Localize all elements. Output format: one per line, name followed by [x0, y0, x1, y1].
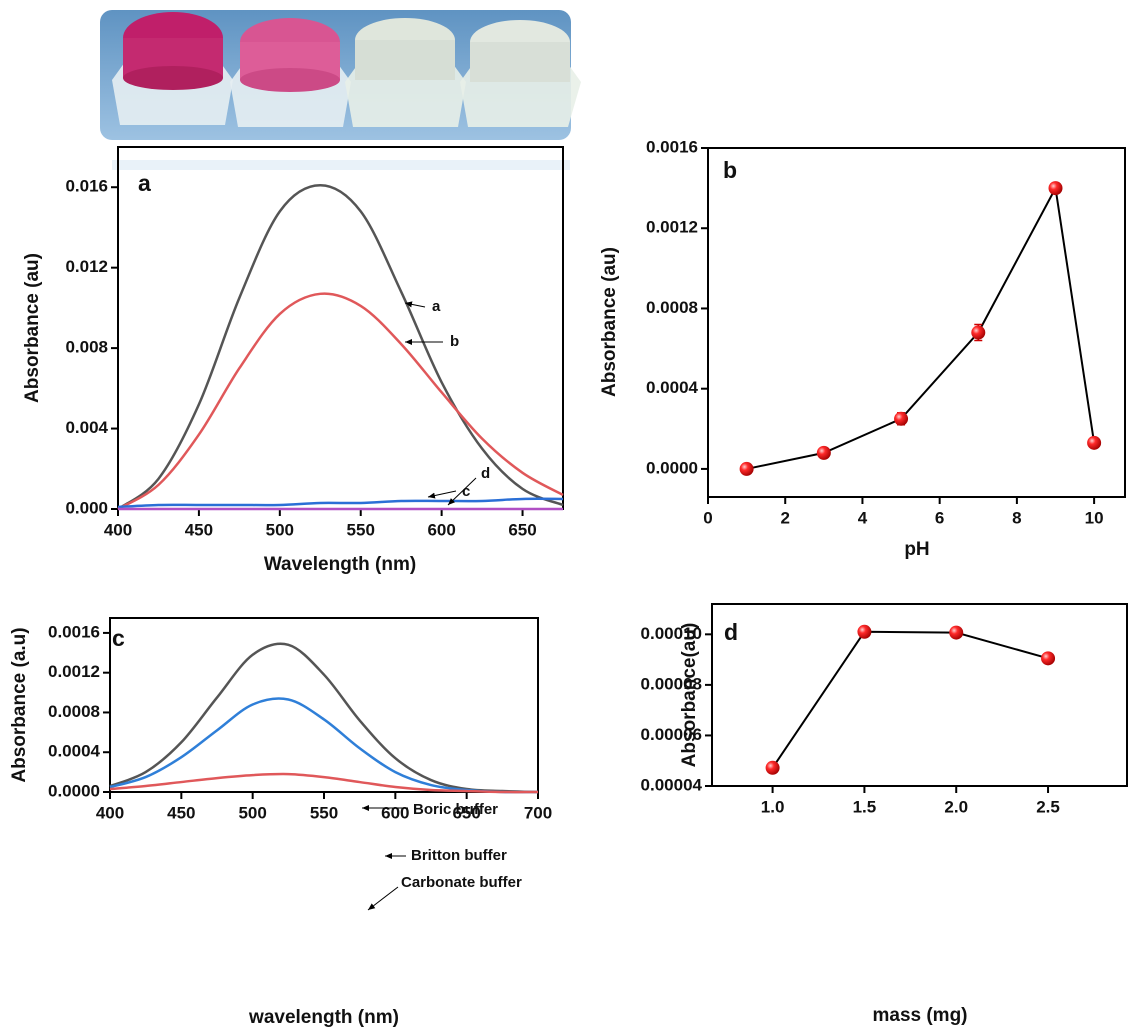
marker: [817, 446, 831, 460]
x-tick-label: 550: [310, 803, 338, 822]
series-line: [118, 185, 563, 509]
x-tick-label: 2.5: [1036, 797, 1060, 816]
annotation: Britton buffer: [411, 847, 507, 864]
marker: [766, 761, 780, 775]
y-axis-label: Absorbance (a.u): [9, 627, 30, 782]
marker: [1087, 436, 1101, 450]
x-tick-label: 0: [703, 508, 712, 527]
x-axis-label: wavelength (nm): [248, 1007, 399, 1028]
y-tick-label: 0.0008: [646, 298, 698, 317]
x-tick-label: 2.0: [944, 797, 968, 816]
x-tick-label: 500: [266, 520, 294, 539]
x-tick-label: 450: [185, 520, 213, 539]
series-line: [110, 644, 538, 792]
x-tick-label: 10: [1085, 508, 1104, 527]
y-tick-label: 0.012: [65, 257, 108, 276]
plot-frame: [708, 148, 1125, 497]
marker: [1041, 651, 1055, 665]
y-tick-label: 0.016: [65, 177, 108, 196]
series-line: [747, 188, 1095, 469]
y-axis-label: Absorbance (au): [599, 247, 620, 397]
panel: 0 2 4 6 8 10 0.0000 0.0004 0.0008 0.0012 0.0016 b pH…: [599, 137, 1125, 560]
x-axis-label: Wavelength (nm): [264, 554, 416, 575]
x-tick-label: 400: [96, 803, 124, 822]
series-line: [118, 294, 563, 509]
y-tick-label: 0.0012: [646, 218, 698, 237]
x-tick-label: 400: [104, 520, 132, 539]
y-tick-label: 0.0004: [646, 378, 699, 397]
series-line: [773, 632, 1048, 768]
x-axis-label: pH: [904, 539, 929, 560]
x-tick-label: 2: [780, 508, 789, 527]
x-tick-label: 450: [167, 803, 195, 822]
annotation: d: [481, 465, 490, 482]
x-tick-label: 550: [347, 520, 375, 539]
x-tick-label: 4: [858, 508, 868, 527]
annotation: a: [432, 298, 441, 315]
y-tick-label: 0.0000: [646, 458, 698, 477]
annotation-arrow: [428, 491, 456, 497]
annotation-arrow: [368, 887, 398, 910]
series-line: [118, 499, 563, 507]
panel-label: a: [138, 170, 151, 196]
marker: [971, 326, 985, 340]
y-tick-label: 0.004: [65, 418, 108, 437]
y-tick-label: 0.0012: [48, 662, 100, 681]
panel-label: c: [112, 625, 125, 651]
marker: [740, 462, 754, 476]
annotation: Carbonate buffer: [401, 874, 522, 891]
plot-frame: [110, 618, 538, 792]
marker: [1049, 181, 1063, 195]
y-tick-label: 0.0008: [48, 702, 100, 721]
x-tick-label: 1.0: [761, 797, 785, 816]
y-tick-label: 0.000: [65, 498, 108, 517]
y-tick-label: 0.0004: [48, 742, 101, 761]
y-tick-label: 0.00004: [641, 775, 703, 794]
y-axis-label: Absorbance(au): [679, 623, 700, 768]
annotation: Boric buffer: [413, 801, 498, 818]
figure: 400 450 500 550 600 650 0.000 0.004 0.008 0.012 0.…: [0, 0, 1129, 1030]
x-tick-label: 700: [524, 803, 552, 822]
x-tick-label: 600: [427, 520, 455, 539]
y-tick-label: 0.008: [65, 338, 108, 357]
x-tick-label: 8: [1012, 508, 1021, 527]
x-tick-label: 6: [935, 508, 944, 527]
x-tick-label: 600: [381, 803, 409, 822]
x-tick-label: 650: [508, 520, 536, 539]
y-tick-label: 0.0000: [48, 781, 100, 800]
x-tick-label: 1.5: [853, 797, 877, 816]
annotation: c: [462, 483, 470, 500]
marker: [857, 625, 871, 639]
y-tick-label: 0.0016: [646, 137, 698, 156]
marker: [949, 626, 963, 640]
panel: 400 450 500 550 600 650 0.000 0.004 0.008 0.012 0.…: [22, 147, 563, 575]
marker: [894, 412, 908, 426]
y-axis-label: Absorbance (au): [22, 253, 43, 403]
panel-label: d: [724, 619, 738, 645]
y-tick-label: 0.0016: [48, 622, 100, 641]
panel-label: b: [723, 157, 737, 183]
annotation: b: [450, 333, 459, 350]
x-tick-label: 500: [238, 803, 266, 822]
x-axis-label: mass (mg): [872, 1005, 967, 1026]
